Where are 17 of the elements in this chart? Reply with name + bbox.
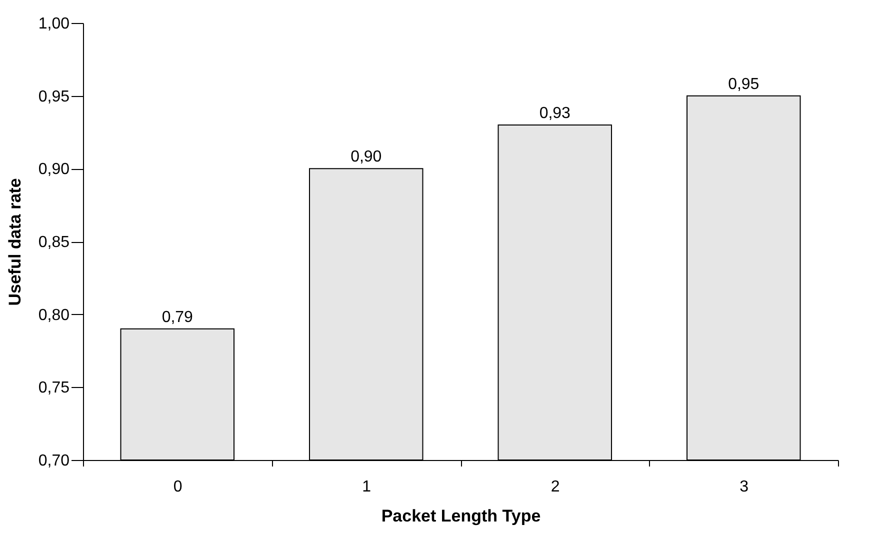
y-tick-label: 0,80 bbox=[38, 306, 70, 324]
data-label: 0,79 bbox=[162, 308, 194, 326]
data-label: 0,93 bbox=[539, 104, 571, 122]
data-label: 0,90 bbox=[350, 148, 382, 166]
x-tick-label: 0 bbox=[173, 478, 182, 496]
y-tick-label: 1,00 bbox=[38, 16, 70, 32]
y-tick-label: 0,70 bbox=[38, 452, 70, 470]
x-axis-title: Packet Length Type bbox=[381, 506, 541, 526]
x-tick-label: 3 bbox=[740, 478, 749, 496]
y-axis-title: Useful data rate bbox=[5, 178, 24, 306]
y-tick-label: 0,90 bbox=[38, 161, 70, 178]
y-tick-label: 0,85 bbox=[38, 234, 70, 251]
x-tick-label: 1 bbox=[362, 478, 372, 496]
y-tick-label: 0,75 bbox=[38, 380, 70, 397]
data-label: 0,95 bbox=[728, 76, 760, 93]
y-tick-label: 0,95 bbox=[38, 88, 70, 106]
x-tick-label: 2 bbox=[550, 478, 560, 496]
